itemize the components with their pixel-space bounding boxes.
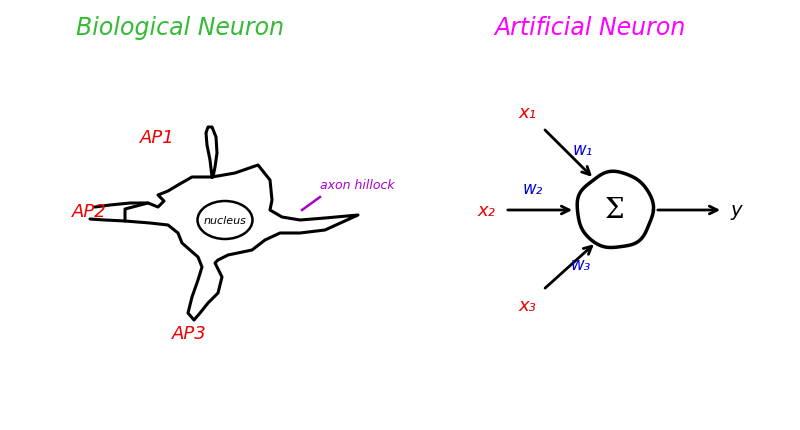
- Text: w₁: w₁: [573, 141, 594, 159]
- Text: AP1: AP1: [140, 129, 175, 147]
- Text: AP3: AP3: [172, 324, 206, 342]
- Text: nucleus: nucleus: [203, 215, 246, 225]
- Text: Artificial Neuron: Artificial Neuron: [494, 16, 686, 40]
- Text: x₁: x₁: [518, 104, 536, 122]
- Text: Σ: Σ: [605, 197, 625, 224]
- Text: x₃: x₃: [518, 296, 536, 314]
- Text: axon hillock: axon hillock: [320, 179, 394, 192]
- Text: y: y: [730, 201, 742, 220]
- Text: w₃: w₃: [571, 255, 591, 273]
- Text: AP2: AP2: [72, 203, 106, 221]
- Text: x₂: x₂: [477, 202, 495, 219]
- Text: w₂: w₂: [523, 180, 543, 197]
- Text: Biological Neuron: Biological Neuron: [76, 16, 284, 40]
